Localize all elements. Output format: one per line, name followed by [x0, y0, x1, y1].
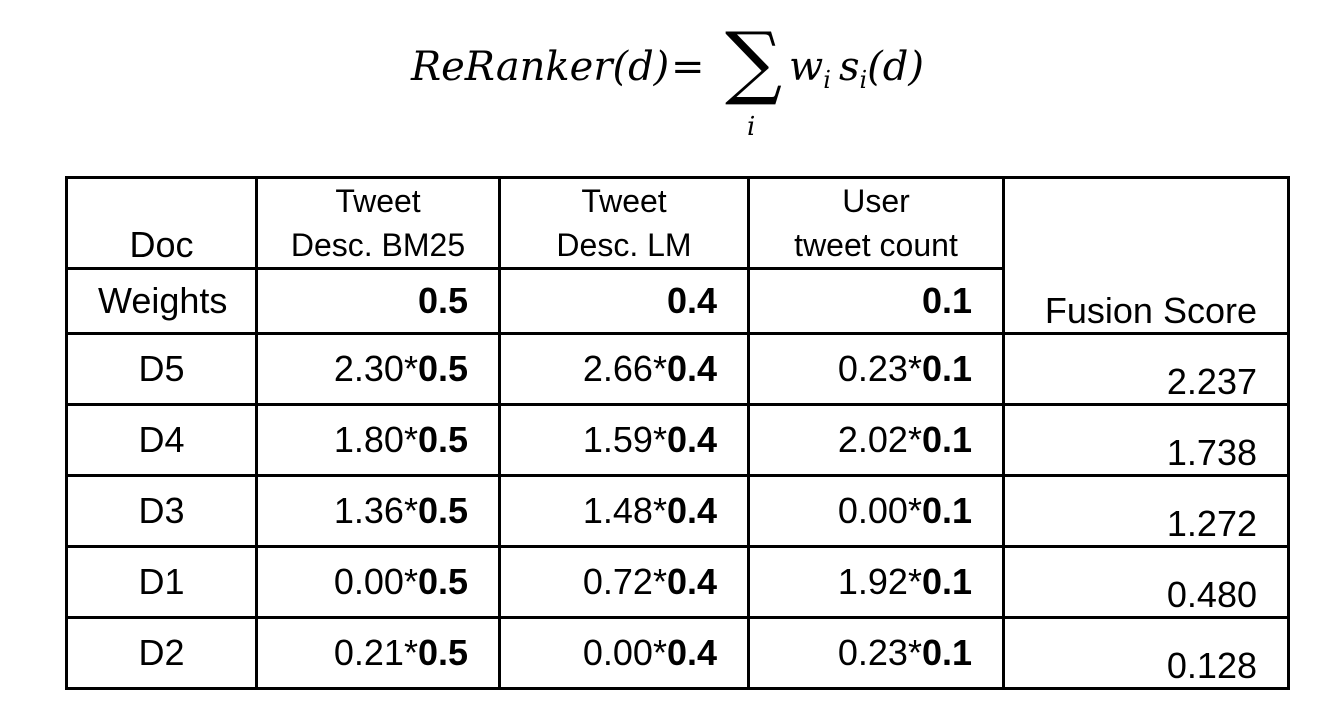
- lm-score: 2.66*0.4: [498, 332, 750, 406]
- summation-index: i: [747, 112, 756, 142]
- doc-header: Doc: [65, 176, 258, 270]
- lm-score: 1.48*0.4: [498, 474, 750, 548]
- weight-tweet-count: 0.1: [747, 267, 1005, 335]
- doc-id: D5: [65, 332, 258, 406]
- fusion-score: 0.128: [1002, 616, 1290, 690]
- table-row: D1 0.00*0.5 0.72*0.4 1.92*0.1 0.480: [65, 545, 1290, 619]
- tweet-count-score: 0.00*0.1: [747, 474, 1005, 548]
- fusion-score-table: Doc Tweet Desc. BM25 Tweet Desc. LM User tw…: [65, 176, 1290, 690]
- header-tweet-count: User tweet count: [747, 176, 1005, 270]
- fusion-score: 2.237: [1002, 332, 1290, 406]
- weight-bm25: 0.5: [255, 267, 501, 335]
- weights-row: Weights 0.5 0.4 0.1: [65, 267, 1289, 335]
- tweet-count-score: 0.23*0.1: [747, 616, 1005, 690]
- doc-id: D4: [65, 403, 258, 477]
- fusion-score: 0.480: [1002, 545, 1290, 619]
- bm25-score: 1.80*0.5: [255, 403, 501, 477]
- table-row: D2 0.21*0.5 0.00*0.4 0.23*0.1 0.128: [65, 616, 1290, 690]
- header-lm: Tweet Desc. LM: [498, 176, 750, 270]
- table-row: D5 2.30*0.5 2.66*0.4 0.23*0.1 2.237: [65, 332, 1290, 406]
- table-row: D3 1.36*0.5 1.48*0.4 0.00*0.1 1.272: [65, 474, 1290, 548]
- fusion-score: 1.738: [1002, 403, 1290, 477]
- reranker-formula: ReRanker(d) = ∑ i wi si(d): [411, 22, 971, 150]
- doc-id: D1: [65, 545, 258, 619]
- tweet-count-score: 0.23*0.1: [747, 332, 1005, 406]
- doc-id: D2: [65, 616, 258, 690]
- tweet-count-score: 2.02*0.1: [747, 403, 1005, 477]
- lm-score: 0.00*0.4: [498, 616, 750, 690]
- bm25-score: 0.00*0.5: [255, 545, 501, 619]
- header-bm25: Tweet Desc. BM25: [255, 176, 501, 270]
- formula-rhs: wi si(d): [789, 44, 924, 94]
- tweet-count-score: 1.92*0.1: [747, 545, 1005, 619]
- bm25-score: 2.30*0.5: [255, 332, 501, 406]
- weights-label: Weights: [65, 267, 258, 335]
- bm25-score: 1.36*0.5: [255, 474, 501, 548]
- lm-score: 0.72*0.4: [498, 545, 750, 619]
- header-row: Doc Tweet Desc. BM25 Tweet Desc. LM User tw…: [65, 176, 1290, 335]
- formula-lhs: ReRanker(d): [411, 44, 670, 90]
- lm-score: 1.59*0.4: [498, 403, 750, 477]
- summation-symbol: ∑: [725, 15, 783, 108]
- doc-id: D3: [65, 474, 258, 548]
- weight-lm: 0.4: [498, 267, 750, 335]
- fusion-score-header: Fusion Score: [1002, 176, 1290, 335]
- formula-equals: =: [671, 44, 705, 90]
- bm25-score: 0.21*0.5: [255, 616, 501, 690]
- table-row: D4 1.80*0.5 1.59*0.4 2.02*0.1 1.738: [65, 403, 1290, 477]
- fusion-score: 1.272: [1002, 474, 1290, 548]
